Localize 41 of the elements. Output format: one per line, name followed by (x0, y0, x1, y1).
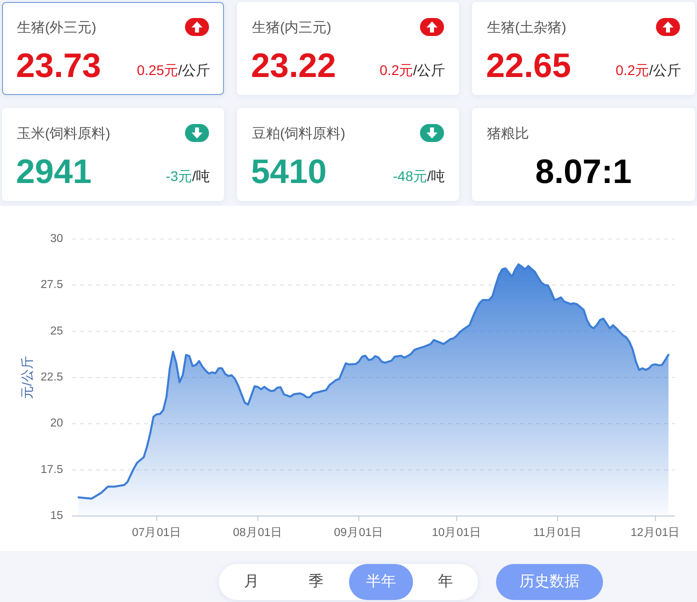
text: 23.22 (251, 47, 336, 85)
data-label: -3元 (166, 168, 192, 184)
text: /吨 (427, 168, 445, 184)
x-tick-label: 11月01日 (533, 526, 582, 539)
data-label: 0.2元 (616, 62, 650, 78)
text: 年 (438, 573, 454, 590)
data-label: 0.25元 (136, 62, 178, 78)
text: 季 (308, 573, 324, 590)
text: /吨 (192, 168, 210, 184)
x-tick-label: 10月01日 (432, 526, 482, 539)
text: 5410 (251, 153, 327, 191)
text: 豆粕(饲料原料) (252, 124, 346, 142)
data-label: -48元 (392, 168, 428, 184)
text: 23.73 (16, 47, 102, 85)
text: 玉米(饲料原料) (17, 124, 110, 142)
y-tick-label: 25 (50, 325, 63, 338)
y-tick-label: 15 (50, 510, 63, 522)
y-tick-label: 17.5 (40, 464, 63, 476)
y-tick-label: 30 (50, 233, 63, 245)
text: /公斤 (649, 62, 681, 78)
text: 历史数据 (520, 573, 580, 590)
text: 半年 (366, 573, 396, 590)
text: 生猪(内三元) (252, 18, 332, 36)
x-tick-label: 09月01日 (334, 526, 384, 539)
x-tick-label: 08月01日 (232, 526, 283, 539)
text: /公斤 (178, 62, 210, 78)
y-tick-label: 27.5 (40, 279, 63, 292)
text: 生猪(土杂猪) (487, 18, 566, 36)
x-tick-label: 12月01日 (630, 526, 680, 539)
data-label: 0.2元 (380, 62, 414, 78)
text: 2941 (16, 153, 92, 191)
y-tick-label: 20 (50, 418, 63, 430)
text: 22.65 (486, 47, 572, 85)
x-tick-label: 07月01日 (132, 526, 182, 539)
y-axis-title: 元/公斤 (20, 356, 34, 399)
text: 猪粮比 (487, 124, 529, 142)
text: /公斤 (413, 62, 445, 78)
y-tick-label: 22.5 (40, 372, 63, 384)
text: 生猪(外三元) (17, 18, 96, 36)
text: 月 (244, 573, 259, 590)
text: 8.07:1 (535, 153, 632, 191)
